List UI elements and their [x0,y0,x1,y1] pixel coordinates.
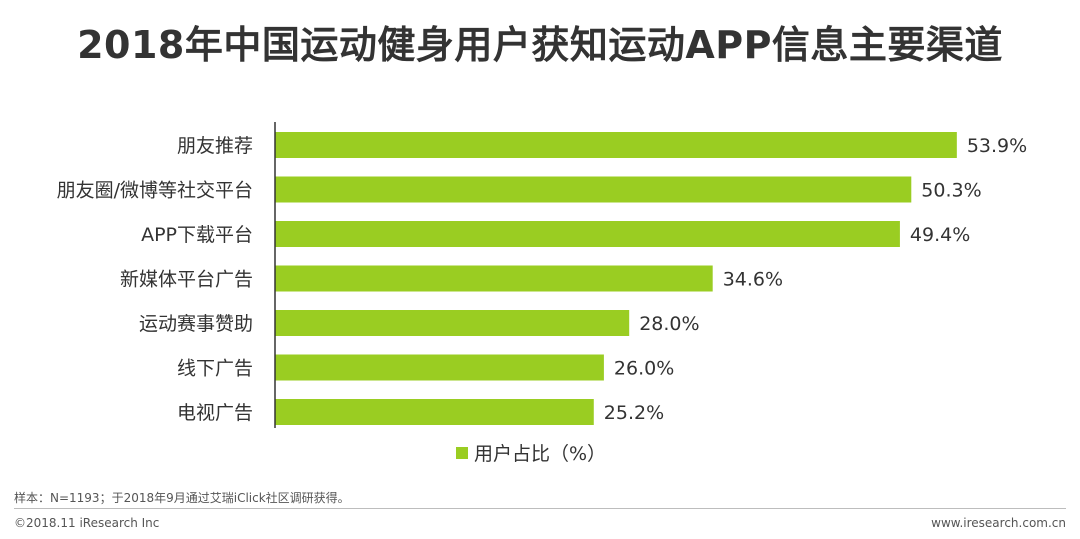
bar-7 [275,399,594,425]
category-label: 电视广告 [177,402,253,424]
chart-title: 2018年中国运动健身用户获知运动APP信息主要渠道 [77,23,1003,67]
bar-6 [275,354,604,381]
bar-chart: 朋友推荐 53.9% 朋友圈/微博等社交平台 50.3% APP下载平台 49.4% 新媒体… [57,122,1027,465]
value-label: 28.0% [639,313,699,335]
bar-3 [275,221,900,247]
value-label: 34.6% [723,269,783,291]
footer-divider [14,508,1066,509]
category-label: 朋友推荐 [177,135,253,157]
value-label: 49.4% [910,224,970,246]
value-label: 26.0% [614,358,674,380]
value-label: 25.2% [604,402,664,424]
copyright-text: ©2018.11 iResearch Inc [14,516,160,530]
bar-2 [275,176,912,203]
value-label: 53.9% [967,135,1027,157]
sample-footnote: 样本：N=1193；于2018年9月通过艾瑞iClick社区调研获得。 [14,491,350,505]
value-label: 50.3% [921,180,981,202]
category-label: 运动赛事赞助 [139,313,253,335]
category-label: 线下广告 [177,358,253,380]
category-label: 朋友圈/微博等社交平台 [57,180,253,202]
legend-label: 用户占比（%） [474,443,606,465]
category-label: 新媒体平台广告 [120,269,253,291]
bar-1 [275,132,957,158]
bar-4 [275,265,713,292]
website-text: www.iresearch.com.cn [931,516,1066,530]
bar-5 [275,310,630,336]
category-label: APP下载平台 [141,224,253,246]
legend-swatch [456,447,468,459]
